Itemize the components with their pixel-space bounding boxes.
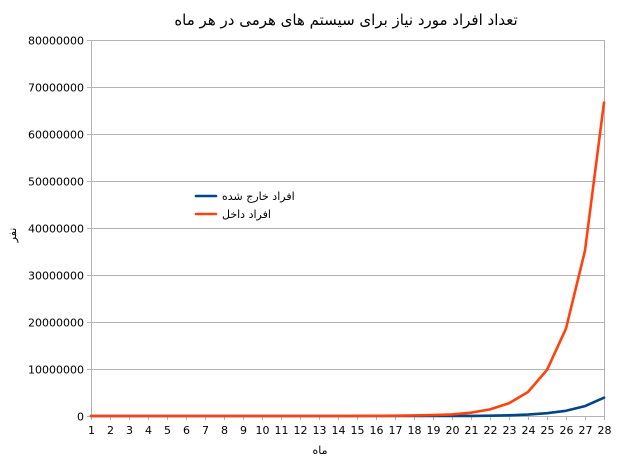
chart-title: تعداد افراد مورد نیاز برای سیستم های هرم… [174, 11, 517, 29]
x-tick-labels: 1 2 3 4 5 6 7 8 9 10 11 12 13 14 15 16 17 18 19 20 21 22 23 24 2… [88, 424, 612, 437]
x-tick-label: 18 [408, 424, 422, 437]
x-tick-label: 7 [202, 424, 209, 437]
x-tick-label: 4 [145, 424, 152, 437]
x-tick-label: 9 [240, 424, 247, 437]
x-tick-label: 10 [256, 424, 270, 437]
x-tick-label: 2 [107, 424, 114, 437]
x-tick-label: 6 [183, 424, 190, 437]
x-tick-label: 22 [484, 424, 498, 437]
axes [87, 40, 605, 420]
x-tick-label: 28 [598, 424, 612, 437]
y-tick-label: 0 [77, 411, 84, 424]
legend-label: افراد داخل [222, 208, 271, 221]
x-tick-label: 27 [579, 424, 593, 437]
x-tick-label: 5 [164, 424, 171, 437]
legend-label: افراد خارج شده [222, 190, 295, 203]
x-axis-label: ماه [312, 444, 327, 457]
x-tick-label: 19 [427, 424, 441, 437]
x-tick-label: 14 [332, 424, 346, 437]
y-tick-label: 60000000 [28, 129, 84, 142]
legend: افراد خارج شده افراد داخل [194, 190, 295, 221]
y-tick-label: 30000000 [28, 270, 84, 283]
y-tick-label: 10000000 [28, 364, 84, 377]
y-tick-labels: 0 10000000 20000000 30000000 40000000 5000000… [28, 35, 84, 424]
y-tick-label: 70000000 [28, 82, 84, 95]
x-tick-label: 17 [389, 424, 403, 437]
y-tick-label: 80000000 [28, 35, 84, 48]
x-tick-label: 26 [560, 424, 574, 437]
x-tick-label: 12 [294, 424, 308, 437]
x-tick-label: 11 [275, 424, 289, 437]
x-tick-label: 20 [446, 424, 460, 437]
x-tick-label: 21 [465, 424, 479, 437]
x-tick-label: 23 [503, 424, 517, 437]
series-line-2 [89, 101, 606, 418]
x-tick-label: 1 [88, 424, 95, 437]
series-line-1 [89, 396, 606, 418]
y-tick-label: 40000000 [28, 223, 84, 236]
x-tick-label: 16 [370, 424, 384, 437]
x-tick-label: 3 [126, 424, 133, 437]
x-tick-label: 15 [351, 424, 365, 437]
y-axis-label: نفر [6, 228, 19, 244]
y-tick-label: 50000000 [28, 176, 84, 189]
grid [91, 40, 604, 417]
x-tick-label: 25 [541, 424, 555, 437]
x-tick-label: 8 [221, 424, 228, 437]
y-tick-label: 20000000 [28, 317, 84, 330]
x-tick-label: 24 [522, 424, 536, 437]
x-tick-label: 13 [313, 424, 327, 437]
series-lines [89, 101, 606, 418]
